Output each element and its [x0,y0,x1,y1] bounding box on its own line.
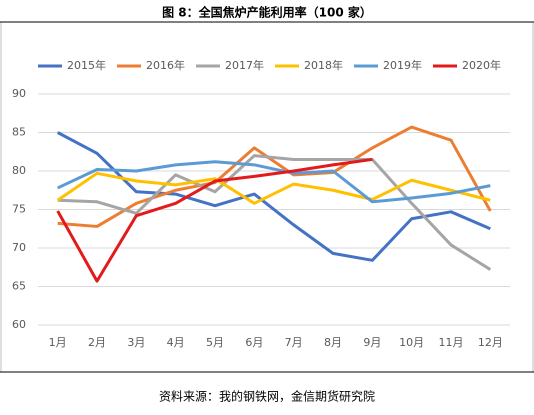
x-tick-label: 2月 [88,336,106,349]
x-tick-label: 11月 [439,336,464,349]
y-tick-label: 70 [12,241,26,254]
chart-title: 图 8：全国焦炉产能利用率（100 家） [162,5,372,20]
x-tick-label: 3月 [127,336,145,349]
x-tick-label: 1月 [49,336,67,349]
y-tick-label: 65 [12,280,26,293]
series-line [57,160,491,204]
legend-label: 2017年 [225,58,264,72]
x-tick-label: 8月 [324,336,342,349]
series-line [56,171,491,205]
legend-label: 2019年 [383,58,422,72]
series-line [56,131,491,262]
series-line [56,157,373,283]
y-tick-label: 60 [12,318,26,331]
x-tick-label: 7月 [285,336,303,349]
y-tick-label: 90 [12,87,26,100]
x-tick-label: 9月 [363,336,381,349]
y-tick-label: 85 [12,126,26,139]
legend-label: 2016年 [146,58,185,72]
x-tick-label: 10月 [399,336,424,349]
source: 资料来源：我的钢铁网，金信期货研究院 [159,389,375,404]
y-tick-label: 80 [12,164,26,177]
legend-label: 2020年 [462,58,501,72]
x-tick-label: 5月 [206,336,224,349]
series-line [57,154,492,271]
legend-label: 2018年 [304,58,343,72]
series-line [57,125,492,228]
x-tick-label: 12月 [478,336,503,349]
legend-label: 2015年 [67,58,106,72]
y-tick-label: 75 [12,203,26,216]
x-tick-label: 4月 [167,336,185,349]
x-tick-label: 6月 [245,336,263,349]
